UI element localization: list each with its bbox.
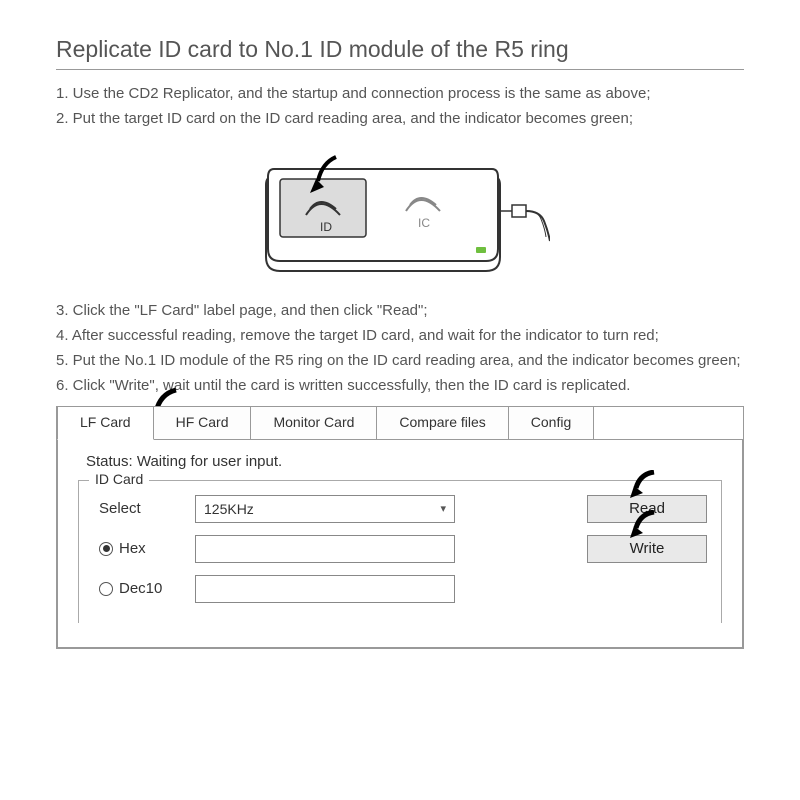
step-item: 1. Use the CD2 Replicator, and the start… bbox=[56, 82, 744, 105]
arrow-to-write-icon bbox=[628, 510, 662, 540]
page-title: Replicate ID card to No.1 ID module of t… bbox=[56, 36, 744, 70]
radio-dec10-indicator bbox=[99, 582, 113, 596]
tab-lf-card[interactable]: LF Card bbox=[57, 406, 154, 440]
fieldset-legend: ID Card bbox=[89, 471, 149, 487]
device-illustration: ID IC bbox=[56, 139, 744, 289]
tab-bar: LF Card HF Card Monitor Card Compare fil… bbox=[57, 406, 743, 440]
step-item: 2. Put the target ID card on the ID card… bbox=[56, 107, 744, 130]
ic-pad-label: IC bbox=[418, 216, 430, 230]
select-value: 125KHz bbox=[204, 501, 254, 517]
id-card-fieldset: ID Card Select 125KHz ▾ Read bbox=[78, 480, 722, 623]
hex-input[interactable] bbox=[195, 535, 455, 563]
indicator-light bbox=[476, 247, 486, 253]
step-item: 5. Put the No.1 ID module of the R5 ring… bbox=[56, 349, 744, 372]
instruction-steps-bottom: 3. Click the "LF Card" label page, and t… bbox=[56, 299, 744, 398]
instruction-steps-top: 1. Use the CD2 Replicator, and the start… bbox=[56, 82, 744, 131]
step-item: 4. After successful reading, remove the … bbox=[56, 324, 744, 347]
write-button-label: Write bbox=[630, 540, 665, 557]
tab-panel-lf-card: Status: Waiting for user input. ID Card … bbox=[57, 439, 743, 648]
radio-hex-label: Hex bbox=[119, 540, 146, 557]
radio-dec10-label: Dec10 bbox=[119, 580, 162, 597]
tab-filler bbox=[594, 406, 743, 440]
dec10-input[interactable] bbox=[195, 575, 455, 603]
tab-config[interactable]: Config bbox=[509, 406, 594, 440]
write-button[interactable]: Write bbox=[587, 535, 707, 563]
arrow-to-read-icon bbox=[628, 470, 662, 500]
radio-hex-indicator bbox=[99, 542, 113, 556]
status-prefix: Status: bbox=[86, 453, 137, 470]
app-screenshot: LF Card HF Card Monitor Card Compare fil… bbox=[56, 406, 744, 649]
frequency-select[interactable]: 125KHz ▾ bbox=[195, 495, 455, 523]
select-label: Select bbox=[93, 500, 183, 517]
step-item: 3. Click the "LF Card" label page, and t… bbox=[56, 299, 744, 322]
tab-compare-files[interactable]: Compare files bbox=[377, 406, 508, 440]
tab-hf-card[interactable]: HF Card bbox=[154, 406, 252, 440]
radio-dec10[interactable]: Dec10 bbox=[93, 580, 183, 597]
chevron-down-icon: ▾ bbox=[440, 502, 446, 515]
tab-monitor-card[interactable]: Monitor Card bbox=[251, 406, 377, 440]
radio-hex[interactable]: Hex bbox=[93, 540, 183, 557]
status-text: Waiting for user input. bbox=[137, 453, 282, 470]
status-line: Status: Waiting for user input. bbox=[86, 453, 722, 470]
id-pad-label: ID bbox=[320, 220, 332, 234]
